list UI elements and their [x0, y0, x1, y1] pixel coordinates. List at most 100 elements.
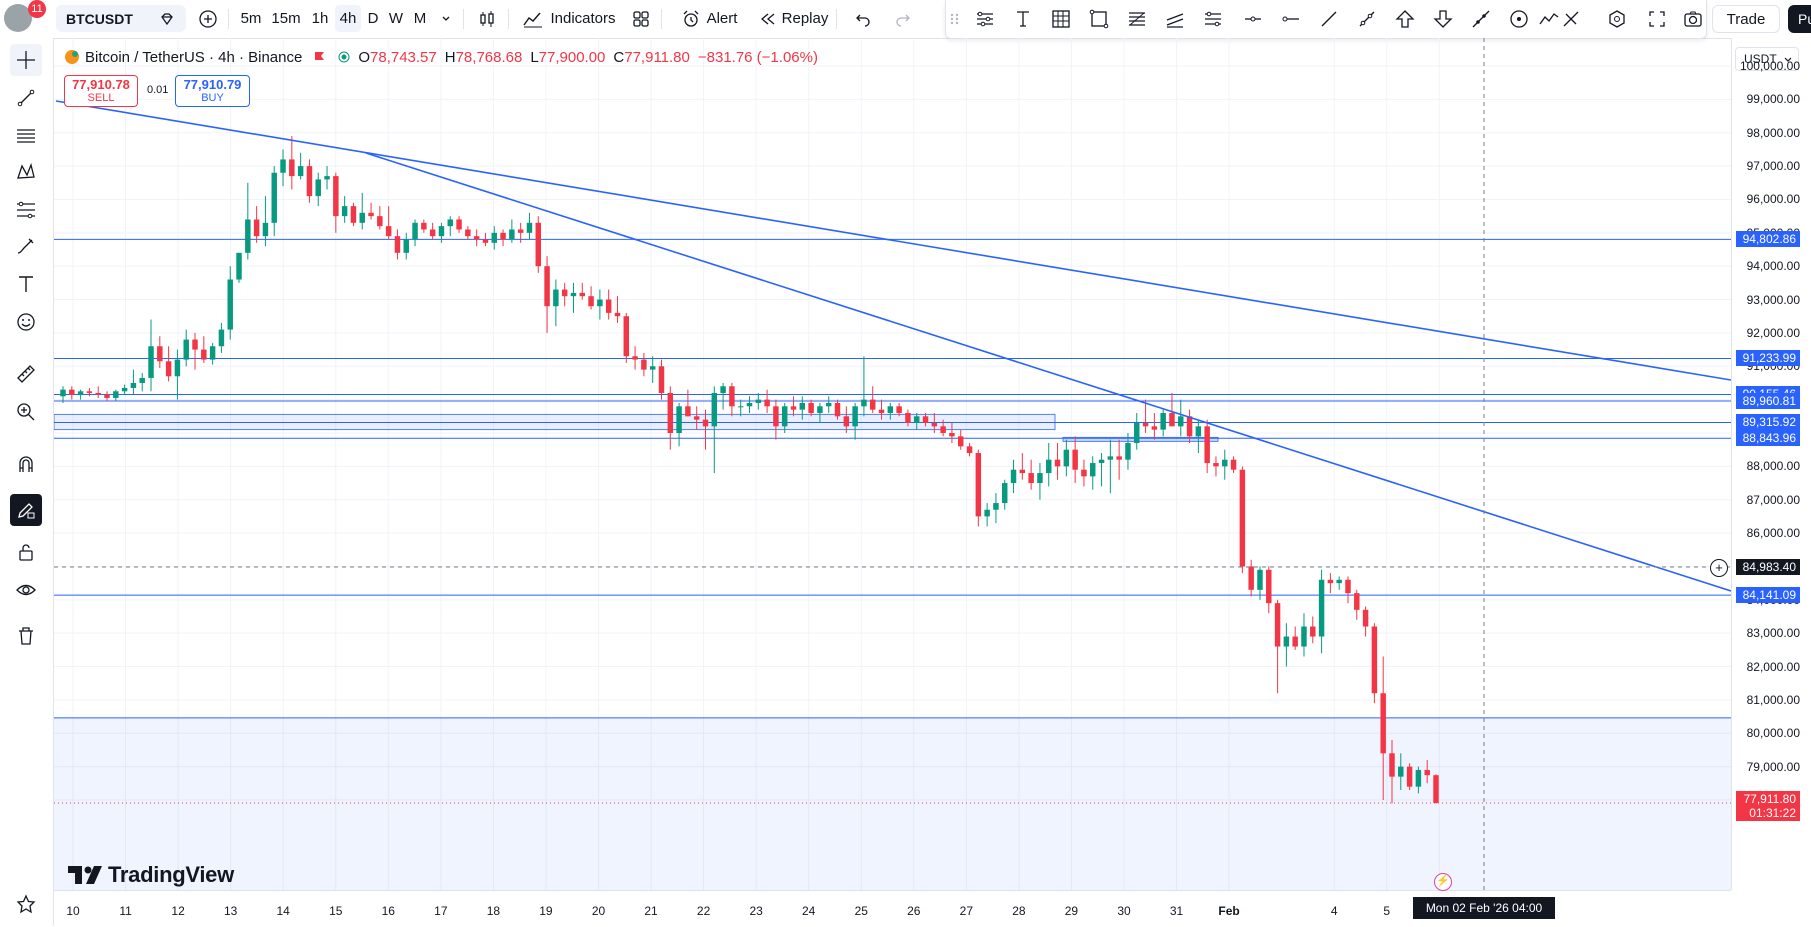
stay-in-drawing-mode-tool[interactable]: [10, 494, 42, 526]
interval-w[interactable]: W: [388, 10, 404, 27]
trend-line-tool[interactable]: [10, 82, 42, 114]
currency-label: USDT: [1744, 52, 1777, 66]
price-tick-label: 86,000.00: [1746, 526, 1800, 541]
event-marker-icon[interactable]: ⚡: [1434, 873, 1452, 891]
settings-hex-icon[interactable]: [1606, 8, 1628, 30]
parallel-lines-icon[interactable]: [1202, 8, 1224, 30]
ray-icon[interactable]: [1356, 8, 1378, 30]
zoom-tool[interactable]: [10, 396, 42, 428]
fib-channel-icon[interactable]: [1164, 8, 1186, 30]
emoji-tool[interactable]: [10, 306, 42, 338]
trend-line-icon[interactable]: [1318, 8, 1340, 30]
interval-1h[interactable]: 1h: [311, 10, 329, 27]
user-avatar[interactable]: [4, 4, 32, 32]
fib-tool[interactable]: [10, 120, 42, 152]
trend-line-upper: [55, 100, 1731, 381]
extended-line-icon[interactable]: [1470, 8, 1492, 30]
candle-body: [913, 416, 920, 423]
sell-button[interactable]: 77,910.78 SELL: [64, 75, 138, 107]
horizontal-line-icon[interactable]: [1280, 8, 1302, 30]
time-tick-label: 18: [486, 904, 501, 918]
lock-tool[interactable]: [10, 536, 42, 568]
text-anchor-icon[interactable]: [1012, 8, 1034, 30]
arrow-down-icon[interactable]: [1432, 8, 1454, 30]
magnet-tool[interactable]: [10, 448, 42, 480]
add-alert-icon[interactable]: +: [1710, 559, 1728, 577]
camera-icon[interactable]: [1682, 8, 1704, 30]
candle-body: [1019, 469, 1026, 474]
time-tick-label: 13: [223, 904, 238, 918]
candle-body: [1063, 449, 1070, 467]
fullscreen-icon[interactable]: [1646, 8, 1668, 30]
candle-body: [1204, 426, 1210, 464]
favorites-tool[interactable]: [10, 888, 42, 920]
publish-button[interactable]: Pu: [1788, 5, 1811, 33]
indicators-icon: [523, 12, 543, 27]
buy-button[interactable]: 77,910.79 BUY: [175, 75, 250, 107]
currency-selector[interactable]: USDT: [1735, 47, 1799, 71]
zones: [54, 413, 1731, 890]
diamond-icon[interactable]: [159, 11, 175, 27]
target-icon[interactable]: [1508, 8, 1530, 30]
candle-body: [817, 406, 823, 413]
candle-body: [1274, 603, 1281, 647]
time-tick-label: 31: [1169, 904, 1184, 918]
rectangle-icon[interactable]: [1088, 8, 1110, 30]
brush-tool[interactable]: [10, 230, 42, 262]
interval-5m[interactable]: 5m: [240, 10, 262, 27]
time-tick-label: 26: [907, 904, 921, 918]
templates-button[interactable]: [628, 5, 654, 32]
interval-d[interactable]: D: [367, 10, 379, 27]
candle-body: [1010, 469, 1017, 484]
text-tool[interactable]: [10, 268, 42, 300]
measure-tool[interactable]: [10, 358, 42, 390]
remove-drawings-tool[interactable]: [10, 620, 42, 652]
interval-m[interactable]: M: [413, 10, 427, 27]
interval-15m[interactable]: 15m: [271, 10, 301, 27]
price-chart[interactable]: [54, 38, 1731, 890]
crossed-line-icon[interactable]: [1560, 8, 1582, 30]
candle-body: [148, 346, 154, 378]
fib-levels-icon[interactable]: [1126, 8, 1148, 30]
legend-title[interactable]: Bitcoin / TetherUS · 4h · Binance: [85, 48, 303, 66]
flag-icon[interactable]: [312, 50, 326, 64]
symbol-search[interactable]: BTCUSDT: [56, 5, 186, 32]
trash-icon: [19, 627, 33, 645]
price-axis[interactable]: [1731, 38, 1811, 890]
pattern-tool[interactable]: [10, 156, 42, 188]
tradingview-logo[interactable]: TradingView: [68, 862, 234, 888]
candle-body: [526, 222, 533, 233]
time-tick-label: 17: [434, 904, 448, 918]
interval-4h[interactable]: 4h: [335, 5, 361, 32]
candle-body: [412, 222, 418, 240]
candle-body: [1354, 593, 1360, 610]
drag-handle-icon[interactable]: [944, 8, 966, 30]
text-icon: [19, 276, 33, 292]
divider: [463, 9, 464, 29]
chart-legend: Bitcoin / TetherUS · 4h · Binance O 78,74…: [64, 46, 818, 68]
undo-button[interactable]: [850, 5, 876, 32]
add-symbol-button[interactable]: [194, 5, 222, 32]
candle-body: [333, 176, 339, 217]
candle-body: [808, 402, 814, 413]
candle-body: [676, 406, 682, 433]
arrow-up-icon[interactable]: [1394, 8, 1416, 30]
trend-line-lower: [365, 152, 1731, 592]
replay-button[interactable]: Replay: [757, 5, 829, 32]
chart-type-button[interactable]: [473, 5, 501, 32]
alert-button[interactable]: Alert: [676, 5, 742, 32]
forecast-tool[interactable]: [10, 194, 42, 226]
pitchfork-icon[interactable]: [974, 8, 996, 30]
gann-grid-icon[interactable]: [1050, 8, 1072, 30]
redo-button[interactable]: [890, 5, 916, 32]
indicators-button[interactable]: Indicators: [519, 5, 619, 32]
horizontal-ray-icon[interactable]: [1242, 8, 1264, 30]
candle-body: [1301, 626, 1307, 647]
path-icon[interactable]: [1538, 8, 1560, 30]
interval-dropdown[interactable]: [435, 5, 457, 32]
hide-tool[interactable]: [10, 574, 42, 606]
candle-body: [852, 406, 858, 427]
crosshair-tool[interactable]: [10, 44, 42, 76]
trade-button[interactable]: Trade: [1712, 5, 1780, 33]
candle-body: [218, 329, 225, 347]
